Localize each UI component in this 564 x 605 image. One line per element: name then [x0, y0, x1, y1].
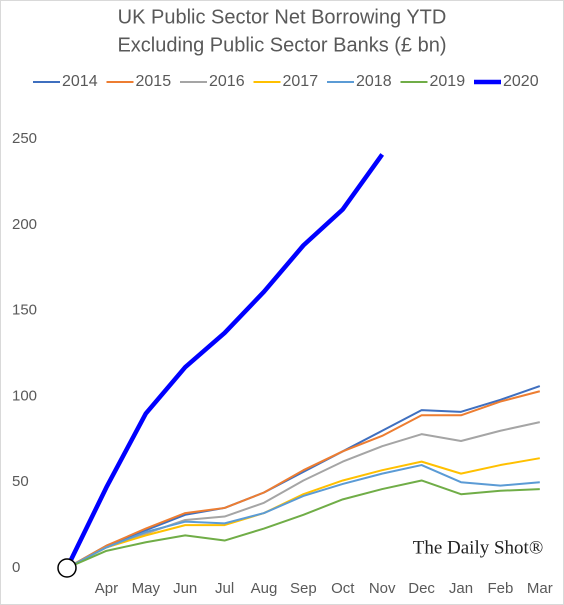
x-tick-label: Dec — [408, 580, 435, 597]
legend-label: 2019 — [430, 73, 466, 90]
y-tick-label: 150 — [12, 302, 37, 319]
x-tick-label: May — [132, 580, 161, 597]
legend-label: 2014 — [62, 73, 98, 90]
x-tick-label: Oct — [331, 580, 355, 597]
legend-label: 2020 — [503, 73, 539, 90]
series-line — [64, 153, 385, 569]
legend-label: 2016 — [209, 73, 245, 90]
x-tick-label: Sep — [290, 580, 317, 597]
x-tick-label: Aug — [251, 580, 278, 597]
x-tick-label: Jul — [215, 580, 234, 597]
chart-title: Excluding Public Sector Banks (£ bn) — [117, 34, 446, 56]
x-tick-label: Jan — [449, 580, 473, 597]
x-tick-label: Nov — [369, 580, 396, 597]
y-tick-label: 0 — [12, 559, 20, 576]
y-tick-label: 200 — [12, 216, 37, 233]
x-tick-label: Feb — [487, 580, 513, 597]
series-line — [66, 390, 541, 569]
y-tick-label: 250 — [12, 130, 37, 147]
y-tick-label: 50 — [12, 473, 29, 490]
series-line — [66, 385, 541, 569]
series-line — [66, 421, 541, 569]
chart-title: UK Public Sector Net Borrowing YTD — [118, 6, 447, 28]
legend-label: 2018 — [356, 73, 392, 90]
series-line — [66, 457, 540, 569]
series-line — [66, 479, 540, 569]
x-tick-label: Mar — [527, 580, 553, 597]
legend-label: 2015 — [136, 73, 172, 90]
watermark: The Daily Shot® — [413, 537, 544, 558]
x-tick-label: Jun — [173, 580, 197, 597]
legend-label: 2017 — [283, 73, 319, 90]
x-tick-label: Apr — [95, 580, 118, 597]
origin-marker — [57, 558, 77, 578]
y-tick-label: 100 — [12, 387, 37, 404]
series-line — [66, 464, 540, 569]
